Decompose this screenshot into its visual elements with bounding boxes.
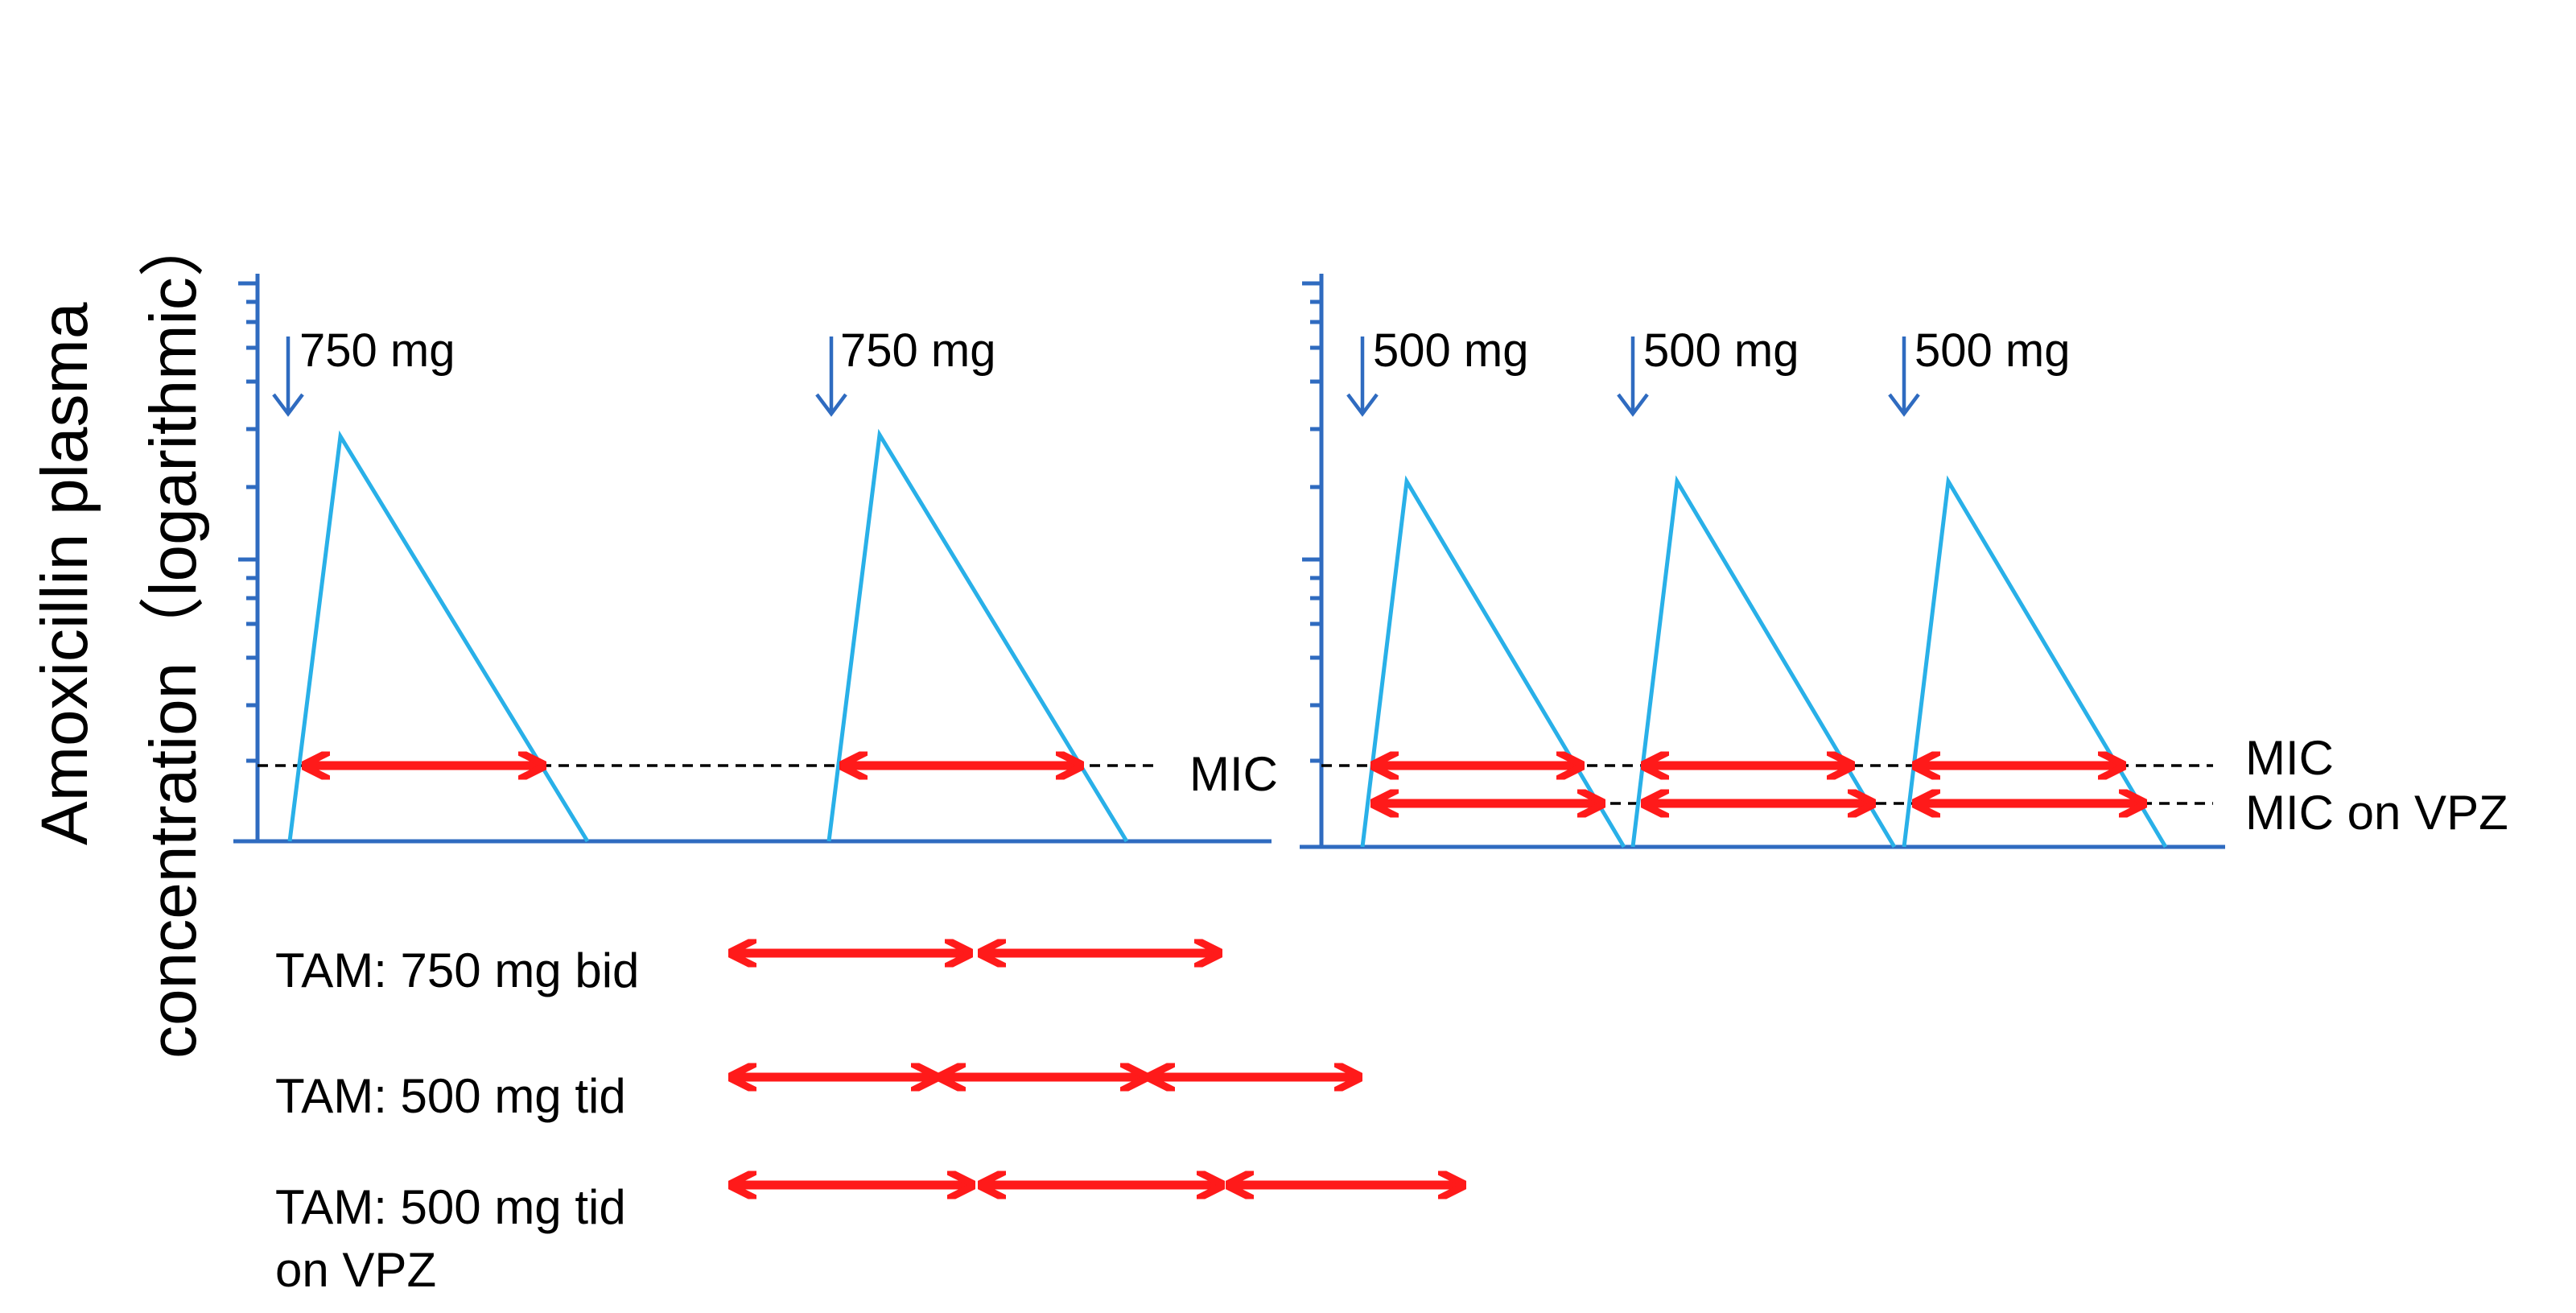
right-panel: 500 mg 500 mg 500 mg MIC MIC on VPZ [1300,274,2508,849]
concentration-curve [1630,475,1897,848]
y-axis-label-line2: concentration（logarithmic） [137,211,210,1059]
concentration-curve [1360,475,1626,848]
dose-label: 500 mg [1373,324,1528,377]
tam-label: TAM: 500 mg tid [275,1069,626,1123]
concentration-curve [1902,475,2168,848]
mic-vpz-label: MIC on VPZ [2245,786,2508,840]
dose-arrow-down [815,337,847,417]
tam-label: on VPZ [275,1243,436,1297]
dose-arrow-down [272,337,304,417]
dose-label: 750 mg [840,324,995,377]
dose-label: 500 mg [1914,324,2070,377]
y-axis-label-line1: Amoxicillin plasma [28,302,101,845]
concentration-curve [287,430,590,843]
dose-label: 750 mg [299,324,455,377]
dose-arrow-down [1888,337,1920,417]
tam-summary: TAM: 750 mg bid TAM: 500 mg tid TAM: 500… [275,943,1461,1297]
dose-arrow-down [1346,337,1379,417]
tam-label: TAM: 750 mg bid [275,943,639,997]
tam-label: TAM: 500 mg tid [275,1180,626,1234]
concentration-curve [826,428,1129,843]
mic-label: MIC [1189,747,1278,801]
left-y-axis [238,274,260,841]
mic-label: MIC [2245,731,2334,785]
dose-arrow-down [1617,337,1649,417]
left-panel: 750 mg 750 mg MIC [233,274,1278,844]
dose-label: 500 mg [1643,324,1799,377]
y-axis-label: Amoxicillin plasma concentration（logarit… [28,211,210,1059]
right-y-axis [1302,274,1324,847]
